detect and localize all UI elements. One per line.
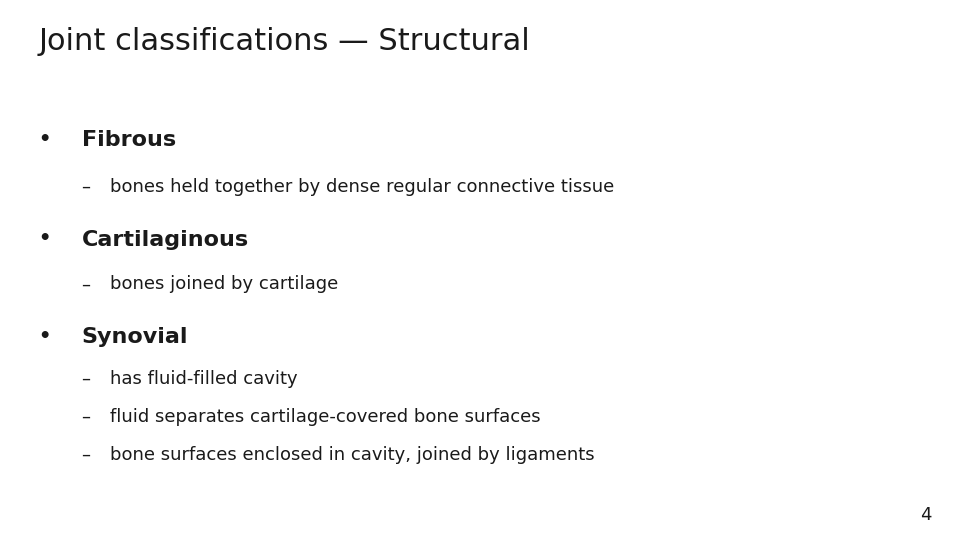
Text: Synovial: Synovial [82, 327, 188, 347]
Text: bone surfaces enclosed in cavity, joined by ligaments: bone surfaces enclosed in cavity, joined… [110, 446, 595, 463]
Text: has fluid-filled cavity: has fluid-filled cavity [110, 370, 298, 388]
Text: fluid separates cartilage-covered bone surfaces: fluid separates cartilage-covered bone s… [110, 408, 541, 426]
Text: –: – [82, 275, 90, 293]
Text: –: – [82, 178, 90, 196]
Text: Joint classifications — Structural: Joint classifications — Structural [38, 27, 530, 56]
Text: –: – [82, 408, 90, 426]
Text: 4: 4 [920, 506, 931, 524]
Text: •: • [38, 130, 51, 148]
Text: •: • [38, 230, 51, 248]
Text: –: – [82, 370, 90, 388]
Text: Fibrous: Fibrous [82, 130, 176, 150]
Text: –: – [82, 446, 90, 463]
Text: Cartilaginous: Cartilaginous [82, 230, 249, 249]
Text: bones held together by dense regular connective tissue: bones held together by dense regular con… [110, 178, 614, 196]
Text: bones joined by cartilage: bones joined by cartilage [110, 275, 339, 293]
Text: •: • [38, 327, 51, 346]
